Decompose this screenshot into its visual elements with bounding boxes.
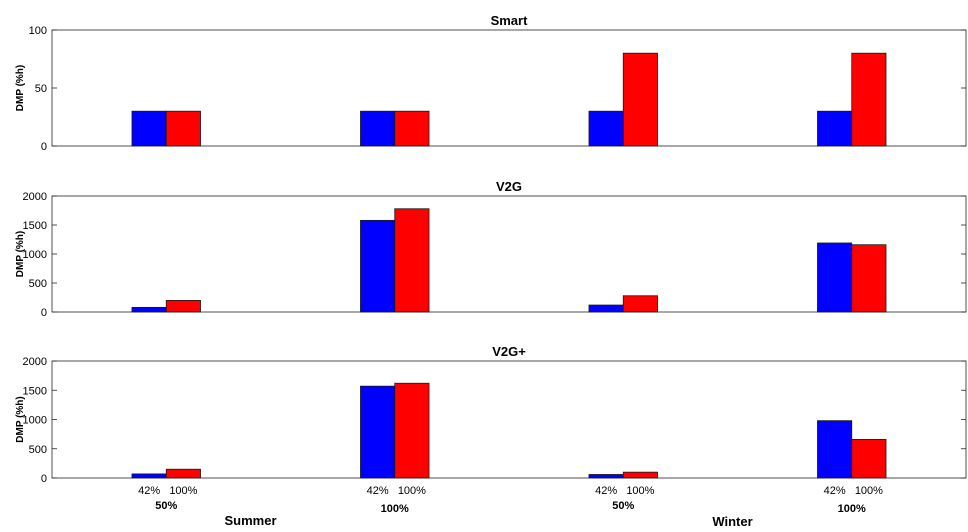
bar-1-s0-c2 xyxy=(588,304,624,313)
x-level-label-2: 50% xyxy=(612,500,634,512)
bar-2-s0-c2 xyxy=(588,474,624,479)
bar-0-s0-c3 xyxy=(817,110,853,147)
bar-1-s1-c1 xyxy=(394,208,430,313)
x-bar-label-42-3: 42% xyxy=(824,485,846,497)
bar-1-s1-c2 xyxy=(622,295,658,313)
bar-0-s0-c0 xyxy=(131,110,167,147)
bar-1-s1-c0 xyxy=(165,299,201,313)
x-level-label-0: 50% xyxy=(155,500,177,512)
x-bar-label-42-2: 42% xyxy=(595,485,617,497)
y-tick-label-1-0: 0 xyxy=(41,307,47,319)
y-tick-label-1-4: 2000 xyxy=(23,191,47,203)
bar-1-s0-c1 xyxy=(360,219,396,313)
x-bar-label-100-3: 100% xyxy=(855,485,883,497)
y-tick-label-1-1: 500 xyxy=(29,278,47,290)
y-tick-label-2-1: 500 xyxy=(29,444,47,456)
bar-2-s1-c0 xyxy=(165,468,201,479)
bar-2-s0-c3 xyxy=(817,420,853,479)
y-tick-label-2-4: 2000 xyxy=(23,356,47,368)
bar-0-s0-c1 xyxy=(360,110,396,147)
y-tick-label-2-0: 0 xyxy=(41,473,47,485)
chart-title-2: V2G+ xyxy=(492,344,526,359)
x-bar-label-100-1: 100% xyxy=(398,485,426,497)
y-tick-label-1-2: 1000 xyxy=(23,249,47,261)
y-tick-label-2-2: 1000 xyxy=(23,415,47,427)
y-tick-label-0-1: 50 xyxy=(35,83,47,95)
x-bar-label-100-0: 100% xyxy=(169,485,197,497)
x-bar-label-42-0: 42% xyxy=(138,485,160,497)
bar-2-s1-c3 xyxy=(851,438,887,479)
bar-1-s0-c0 xyxy=(131,306,167,313)
bar-2-s1-c2 xyxy=(622,471,658,479)
season-label-summer: Summer xyxy=(224,513,276,527)
y-axis-label-0: DMP (%h) xyxy=(15,65,26,111)
bar-0-s1-c2 xyxy=(622,52,658,147)
x-bar-label-42-1: 42% xyxy=(367,485,389,497)
chart-title-1: V2G xyxy=(496,179,522,194)
bar-1-s0-c3 xyxy=(817,242,853,313)
x-level-label-1: 100% xyxy=(381,503,409,515)
x-bar-label-100-2: 100% xyxy=(626,485,654,497)
bar-0-s0-c2 xyxy=(588,110,624,147)
bar-0-s1-c0 xyxy=(165,110,201,147)
bar-2-s1-c1 xyxy=(394,382,430,479)
y-tick-label-0-0: 0 xyxy=(41,141,47,153)
bar-0-s1-c1 xyxy=(394,110,430,147)
x-level-label-3: 100% xyxy=(838,503,866,515)
y-axis-label-2: DMP (%h) xyxy=(15,396,26,442)
y-axis-label-1: DMP (%h) xyxy=(15,231,26,277)
season-label-winter: Winter xyxy=(712,514,752,527)
bar-2-s0-c1 xyxy=(360,385,396,479)
bar-1-s1-c3 xyxy=(851,244,887,313)
bar-2-s0-c0 xyxy=(131,473,167,479)
chart-title-0: Smart xyxy=(491,13,529,28)
bar-0-s1-c3 xyxy=(851,52,887,147)
y-tick-label-1-3: 1500 xyxy=(23,220,47,232)
y-tick-label-0-2: 100 xyxy=(29,25,47,37)
y-tick-label-2-3: 1500 xyxy=(23,385,47,397)
